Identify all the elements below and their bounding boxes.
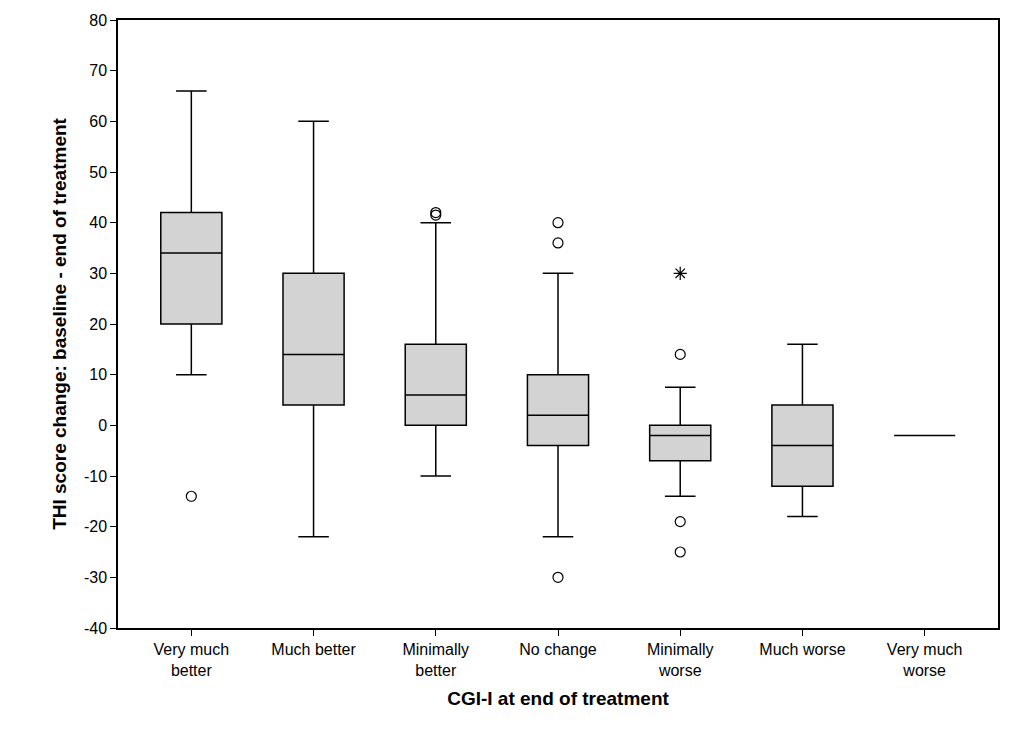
svg-text:-10: -10 bbox=[84, 468, 107, 485]
svg-text:-20: -20 bbox=[84, 518, 107, 535]
svg-text:-40: -40 bbox=[84, 620, 107, 637]
svg-text:Very muchworse: Very muchworse bbox=[887, 641, 963, 679]
svg-text:Minimallybetter: Minimallybetter bbox=[402, 641, 469, 679]
svg-text:40: 40 bbox=[89, 214, 107, 231]
svg-text:Much better: Much better bbox=[271, 641, 356, 658]
svg-text:THI score change: baseline - e: THI score change: baseline - end of trea… bbox=[49, 117, 70, 529]
svg-text:30: 30 bbox=[89, 265, 107, 282]
svg-text:10: 10 bbox=[89, 366, 107, 383]
svg-text:No change: No change bbox=[519, 641, 596, 658]
svg-text:50: 50 bbox=[89, 164, 107, 181]
svg-text:Minimallyworse: Minimallyworse bbox=[647, 641, 714, 679]
svg-text:20: 20 bbox=[89, 316, 107, 333]
svg-text:80: 80 bbox=[89, 12, 107, 29]
svg-text:Very muchbetter: Very muchbetter bbox=[154, 641, 230, 679]
svg-text:-30: -30 bbox=[84, 569, 107, 586]
svg-text:0: 0 bbox=[98, 417, 107, 434]
svg-text:70: 70 bbox=[89, 62, 107, 79]
svg-text:Much worse: Much worse bbox=[759, 641, 845, 658]
svg-text:CGI-I at end of treatment: CGI-I at end of treatment bbox=[447, 688, 669, 709]
svg-text:60: 60 bbox=[89, 113, 107, 130]
